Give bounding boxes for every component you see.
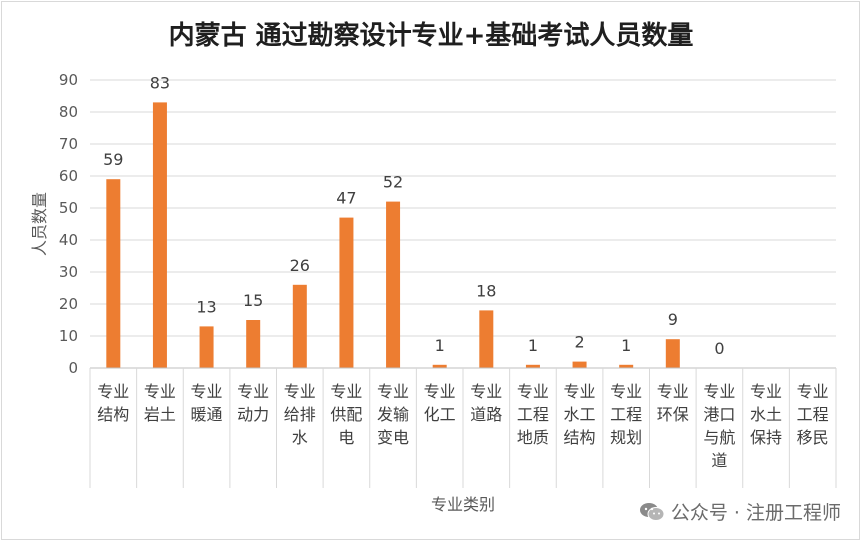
y-tick-label: 90 [59, 71, 78, 89]
y-tick-label: 40 [59, 231, 78, 249]
data-label: 2 [574, 333, 584, 352]
x-tick-label: 专业 [330, 382, 362, 401]
x-tick-label: 水工 [564, 405, 596, 424]
x-tick-label: 专业 [564, 382, 596, 401]
x-tick-label: 专业 [703, 382, 735, 401]
data-label: 59 [103, 150, 123, 169]
y-tick-label: 30 [59, 263, 78, 281]
y-tick-label: 0 [68, 359, 78, 377]
x-tick-label: 规划 [610, 428, 642, 447]
x-tick-label: 专业 [377, 382, 409, 401]
bar [199, 326, 214, 368]
x-tick-label: 专业 [144, 382, 176, 401]
y-tick-label: 50 [59, 199, 78, 217]
x-tick-label: 发输 [377, 405, 409, 424]
x-tick-label: 港口 [703, 405, 735, 424]
watermark-text: 公众号 · 注册工程师 [670, 502, 841, 524]
x-tick-label: 化工 [424, 405, 456, 424]
x-tick-label: 与航 [703, 428, 735, 447]
y-tick-label: 80 [59, 103, 78, 121]
bar [106, 179, 121, 368]
bar [432, 364, 447, 368]
x-tick-label: 水土 [750, 405, 782, 424]
x-tick-label: 动力 [237, 405, 269, 424]
x-tick-label: 专业 [517, 382, 549, 401]
x-tick-label: 专业 [610, 382, 642, 401]
data-label: 1 [621, 336, 631, 355]
x-tick-label: 移民 [797, 428, 829, 447]
bar [619, 364, 634, 368]
bars [106, 102, 680, 369]
x-tick-label: 保持 [750, 428, 782, 447]
bar [525, 364, 540, 368]
data-label: 15 [243, 291, 263, 310]
bar [386, 201, 401, 368]
x-tick-label: 结构 [97, 405, 129, 424]
x-tick-label: 供配 [330, 405, 362, 424]
y-axis-title: 人员数量 [30, 192, 49, 256]
wechat-icon [639, 502, 665, 521]
x-tick-label: 电 [338, 428, 354, 447]
watermark: 公众号 · 注册工程师 [639, 498, 841, 525]
x-tick-label: 道路 [470, 405, 502, 424]
x-tick-label: 结构 [564, 428, 596, 447]
y-tick-label: 10 [59, 327, 78, 345]
x-tick-label: 工程 [517, 405, 549, 424]
x-tick-label: 专业 [237, 382, 269, 401]
x-tick-label: 工程 [610, 405, 642, 424]
x-axis: 专业结构专业岩土专业暖通专业动力专业给排水专业供配电专业发输变电专业化工专业道路… [89, 367, 837, 488]
x-tick-label: 地质 [517, 428, 549, 447]
x-tick-label: 岩土 [144, 405, 176, 424]
x-tick-label: 专业 [797, 382, 829, 401]
x-tick-label: 专业 [191, 382, 223, 401]
x-tick-label: 变电 [377, 428, 409, 447]
chart-title: 内蒙古 通过勘察设计专业+基础考试人员数量 [169, 21, 694, 51]
bar [292, 284, 307, 368]
x-tick-label: 专业 [424, 382, 456, 401]
x-tick-label: 工程 [797, 405, 829, 424]
x-tick-label: 专业 [657, 382, 689, 401]
x-tick-label: 专业 [470, 382, 502, 401]
x-tick-label: 专业 [284, 382, 316, 401]
x-axis-title: 专业类别 [431, 495, 495, 514]
data-label: 1 [435, 336, 445, 355]
gridlines [90, 79, 836, 337]
x-tick-label: 专业 [750, 382, 782, 401]
data-labels: 59 83 13 15 26 47 52 1 18 1 2 1 9 0 [103, 73, 724, 358]
data-label: 1 [528, 336, 538, 355]
data-label: 18 [476, 281, 496, 300]
data-label: 0 [714, 339, 724, 358]
x-tick-label: 专业 [97, 382, 129, 401]
data-label: 52 [383, 173, 403, 192]
data-label: 9 [668, 310, 678, 329]
x-tick-label: 环保 [657, 405, 689, 424]
data-label: 13 [196, 297, 216, 316]
bar [152, 102, 167, 369]
x-tick-label: 水 [292, 428, 308, 447]
data-label: 26 [290, 256, 310, 275]
x-tick-label: 给排 [284, 405, 316, 424]
data-label: 83 [150, 73, 170, 92]
x-tick-label: 道 [711, 451, 727, 470]
x-tick-label: 暖通 [191, 405, 223, 424]
bar [246, 320, 261, 368]
y-tick-label: 70 [59, 135, 78, 153]
bar [665, 339, 680, 368]
data-label: 47 [336, 189, 356, 208]
bar [572, 361, 587, 368]
y-tick-label: 60 [59, 167, 78, 185]
y-axis-ticks: 0 10 20 30 40 50 60 70 80 90 [59, 71, 78, 377]
bar [479, 310, 494, 368]
bar [339, 217, 354, 368]
y-tick-label: 20 [59, 295, 78, 313]
